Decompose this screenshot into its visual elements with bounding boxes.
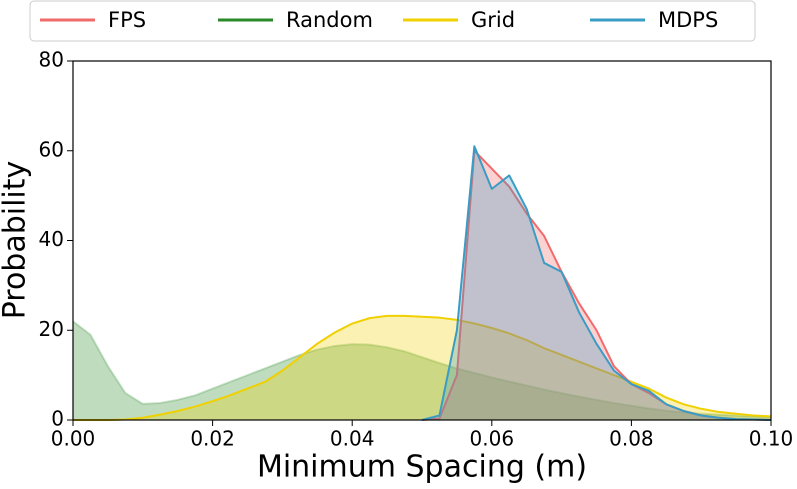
y-tick-label: 20	[39, 317, 64, 341]
area-fill	[422, 146, 771, 420]
area-fill	[422, 150, 771, 420]
y-tick-label: 0	[51, 407, 64, 431]
x-tick-label: 0.06	[470, 427, 515, 451]
area-fill	[73, 321, 771, 420]
y-tick-label: 60	[39, 137, 64, 161]
density-line	[72, 320, 772, 418]
plot-layer	[72, 145, 772, 421]
x-tick-label: 0.08	[609, 427, 654, 451]
x-tick-label: 0.02	[190, 427, 235, 451]
area-fill	[73, 315, 771, 420]
legend-label: Grid	[471, 8, 515, 32]
x-tick-label: 0.00	[51, 427, 96, 451]
legend-box	[29, 0, 756, 42]
y-tick-label: 80	[39, 48, 64, 72]
density-line	[421, 145, 772, 421]
y-axis-label: Probability	[0, 161, 33, 320]
legend-label: Random	[286, 8, 373, 32]
density-line	[73, 314, 772, 421]
x-tick-label: 0.04	[330, 427, 375, 451]
x-tick-label: 0.10	[749, 427, 794, 451]
legend-label: FPS	[108, 8, 146, 32]
y-tick-label: 40	[39, 227, 64, 251]
legend-label: MDPS	[658, 8, 718, 32]
x-axis-label: Minimum Spacing (m)	[257, 450, 587, 485]
